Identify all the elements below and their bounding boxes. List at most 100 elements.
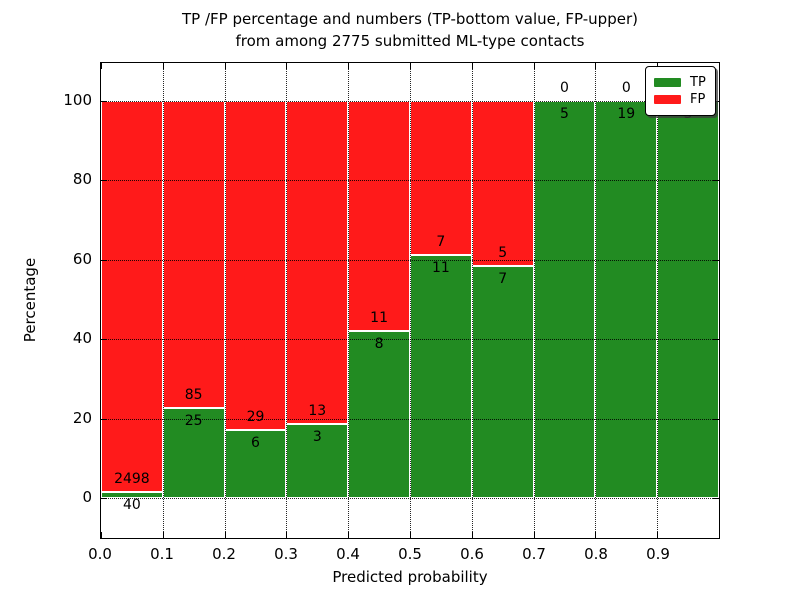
y-tick-mark — [101, 498, 107, 500]
x-tick-mark — [595, 63, 597, 69]
y-tick-mark — [713, 498, 719, 500]
bar-fp-segment — [162, 100, 225, 408]
y-tick-mark — [713, 100, 719, 102]
bar-label-tp: 5 — [560, 105, 569, 122]
bar-label-fp: 11 — [370, 309, 389, 326]
chart-title: TP /FP percentage and numbers (TP-bottom… — [100, 8, 720, 52]
y-tick-mark — [713, 259, 719, 261]
y-tick-label: 40 — [72, 329, 92, 348]
x-tick-mark — [348, 532, 350, 538]
bar-tp-segment — [162, 407, 225, 499]
y-tick-mark — [101, 259, 107, 261]
x-tick-mark — [533, 532, 535, 538]
bar-label-fp: 13 — [308, 402, 327, 419]
y-tick-label: 80 — [72, 170, 92, 189]
legend-item-tp: TP — [654, 74, 706, 91]
legend: TP FP — [645, 66, 716, 116]
gridline-vertical — [471, 63, 473, 538]
bar-tp-segment — [410, 255, 472, 499]
x-tick-label: 0.7 — [522, 545, 546, 563]
y-tick-label: 20 — [72, 408, 92, 427]
x-tick-label: 0.4 — [336, 545, 360, 563]
bar-fp-segment — [410, 100, 472, 256]
y-tick-label: 0 — [82, 488, 92, 507]
bar-label-fp: 2498 — [114, 470, 150, 487]
x-tick-mark — [471, 63, 473, 69]
x-tick-label: 0.3 — [274, 545, 298, 563]
x-tick-label: 0.2 — [212, 545, 236, 563]
bar-tp-segment — [286, 423, 349, 499]
y-tick-mark — [713, 418, 719, 420]
y-tick-mark — [713, 180, 719, 182]
y-tick-label: 60 — [72, 249, 92, 268]
chart-title-line1: TP /FP percentage and numbers (TP-bottom… — [182, 10, 638, 28]
bar-label-fp: 29 — [246, 409, 265, 426]
bar-fp-segment — [286, 100, 349, 424]
gridline-vertical — [533, 63, 535, 538]
bar-label-tp: 3 — [312, 428, 322, 445]
y-tick-mark — [101, 180, 107, 182]
x-axis-title: Predicted probability — [332, 568, 488, 586]
bar-fp-segment — [224, 100, 287, 431]
x-tick-label: 0.8 — [584, 545, 608, 563]
bar-tp-segment — [471, 266, 534, 499]
legend-item-fp: FP — [654, 91, 706, 108]
gridline-vertical — [348, 63, 350, 538]
gridline-vertical — [410, 63, 411, 538]
x-tick-mark — [162, 532, 164, 538]
x-tick-mark — [348, 63, 350, 69]
chart-title-line2: from among 2775 submitted ML-type contac… — [235, 32, 585, 50]
y-tick-label: 100 — [63, 90, 92, 109]
gridline-vertical — [162, 63, 164, 538]
x-tick-mark — [595, 532, 597, 538]
bar-label-tp: 11 — [431, 260, 450, 277]
bar-label-tp: 25 — [184, 412, 203, 429]
bar-label-tp: 8 — [374, 335, 384, 352]
x-tick-label: 0.0 — [88, 545, 112, 563]
x-tick-label: 0.5 — [398, 545, 422, 563]
fp-swatch-icon — [654, 95, 681, 104]
x-tick-mark — [101, 63, 102, 69]
bar-tp-segment — [533, 100, 596, 499]
legend-label-tp: TP — [690, 74, 706, 90]
gridline-vertical — [286, 63, 288, 538]
legend-label-fp: FP — [690, 91, 706, 107]
x-tick-mark — [410, 63, 411, 69]
x-tick-mark — [224, 532, 226, 538]
x-tick-mark — [471, 532, 473, 538]
bar-label-fp: 0 — [621, 79, 631, 96]
bar-label-fp: 85 — [184, 386, 203, 403]
bar-label-tp: 6 — [251, 435, 260, 452]
plot-area: 2498408525296133118711570501903 — [100, 62, 720, 539]
gridline-vertical — [657, 63, 659, 538]
bar-label-fp: 7 — [436, 234, 446, 251]
x-tick-mark — [286, 532, 288, 538]
bar-label-tp: 19 — [617, 105, 636, 122]
bar-tp-segment — [348, 330, 410, 499]
x-tick-label: 0.1 — [150, 545, 174, 563]
y-tick-mark — [101, 100, 107, 102]
x-tick-mark — [162, 63, 164, 69]
gridline-vertical — [224, 63, 226, 538]
x-tick-mark — [657, 532, 659, 538]
bar-label-tp: 40 — [122, 496, 141, 513]
bar-fp-segment — [101, 100, 163, 492]
bar-tp-segment — [101, 491, 163, 499]
bar-tp-segment — [595, 100, 658, 499]
bar-label-fp: 0 — [560, 79, 569, 96]
x-tick-mark — [533, 63, 535, 69]
x-tick-mark — [101, 532, 102, 538]
bar-fp-segment — [348, 100, 410, 331]
bar-fp-segment — [471, 100, 534, 267]
bar-label-tp: 7 — [498, 271, 508, 288]
y-tick-mark — [101, 339, 107, 341]
x-tick-mark — [224, 63, 226, 69]
bar-label-fp: 5 — [498, 245, 508, 262]
y-tick-mark — [713, 339, 719, 341]
gridline-vertical — [595, 63, 597, 538]
x-tick-mark — [286, 63, 288, 69]
y-tick-mark — [101, 418, 107, 420]
x-tick-mark — [410, 532, 411, 538]
tp-swatch-icon — [654, 78, 681, 87]
